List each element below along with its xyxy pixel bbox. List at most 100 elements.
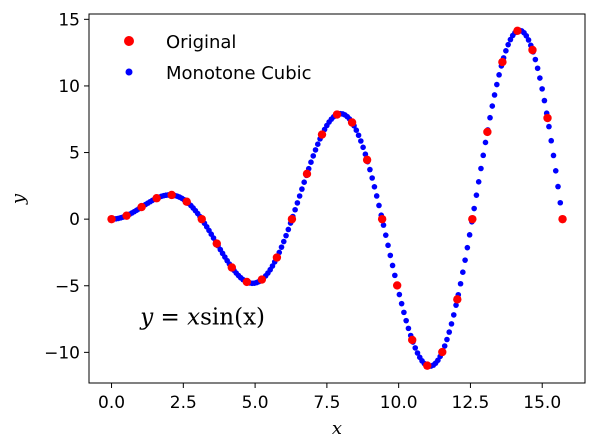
monotone-cubic-point (269, 263, 276, 269)
x-tick-label: 10.0 (380, 393, 418, 413)
monotone-cubic-point (475, 178, 482, 185)
x-tick-label: 15.0 (523, 393, 561, 413)
monotone-cubic-point (310, 153, 317, 159)
monotone-cubic-point (480, 152, 487, 159)
monotone-cubic-point (494, 81, 500, 88)
monotone-cubic-point (462, 257, 468, 263)
monotone-cubic-point (537, 75, 543, 81)
legend-marker-monotone (125, 68, 133, 76)
monotone-cubic-point (503, 48, 509, 54)
monotone-cubic-point (489, 103, 496, 109)
monotone-cubic-point (362, 151, 369, 158)
monotone-cubic-point (541, 97, 548, 104)
x-tick-label: 0.0 (98, 393, 125, 413)
original-point (392, 281, 402, 290)
series-original (107, 26, 567, 370)
monotone-cubic-point (444, 336, 450, 343)
y-tick-label: −5 (55, 277, 80, 297)
monotone-cubic-point (446, 329, 453, 335)
monotone-cubic-point (367, 166, 373, 173)
monotone-cubic-point (450, 312, 457, 318)
monotone-cubic-point (285, 226, 292, 233)
monotone-cubic-point (534, 65, 541, 72)
monotone-cubic-point (491, 92, 498, 98)
monotone-cubic-point (460, 269, 466, 275)
monotone-cubic-point (312, 147, 319, 153)
monotone-cubic-point (308, 159, 314, 165)
monotone-cubic-point (505, 41, 511, 48)
monotone-cubic-point (299, 186, 305, 192)
monotone-cubic-point (292, 206, 298, 213)
monotone-cubic-point (296, 193, 303, 199)
original-point (287, 214, 297, 224)
monotone-cubic-point (448, 321, 455, 327)
monotone-cubic-point (546, 123, 552, 130)
original-point (468, 214, 477, 224)
monotone-cubic-point (403, 317, 409, 324)
original-point (423, 361, 432, 370)
monotone-cubic-point (353, 127, 360, 134)
original-point (152, 194, 161, 203)
monotone-cubic-point (371, 184, 378, 190)
monotone-cubic-point (401, 309, 407, 316)
monotone-cubic-point (482, 139, 489, 146)
original-point (332, 110, 342, 119)
monotone-cubic-point (355, 132, 362, 139)
original-point (197, 214, 206, 224)
monotone-cubic-point (473, 192, 480, 198)
y-tick-label: −10 (44, 343, 80, 363)
monotone-cubic-point (301, 179, 307, 185)
monotone-cubic-point (396, 291, 403, 298)
original-point (558, 214, 567, 224)
monotone-cubic-point (358, 138, 364, 144)
legend-label-original: Original (166, 32, 236, 53)
monotone-cubic-point (487, 114, 493, 121)
monotone-cubic-point (548, 137, 555, 144)
original-point (317, 130, 327, 139)
monotone-cubic-point (414, 350, 421, 356)
original-point (347, 118, 357, 127)
monotone-cubic-point (550, 152, 557, 159)
original-point (227, 263, 237, 272)
original-point (513, 26, 522, 36)
x-tick-label: 7.5 (313, 393, 340, 413)
original-point (242, 277, 252, 287)
original-point (362, 155, 372, 165)
original-point (438, 347, 447, 357)
monotone-cubic-point (389, 262, 396, 269)
monotone-cubic-point (380, 222, 387, 228)
monotone-cubic-point (392, 272, 398, 279)
monotone-cubic-point (552, 168, 559, 174)
monotone-cubic-point (557, 199, 564, 206)
original-point (167, 190, 176, 200)
monotone-cubic-point (398, 300, 405, 307)
original-point (498, 57, 507, 67)
monotone-cubic-point (453, 302, 459, 308)
original-point (408, 335, 417, 345)
x-tick-label: 12.5 (452, 393, 490, 413)
original-point (302, 169, 312, 179)
monotone-cubic-point (466, 232, 473, 238)
y-axis: −10 −5 0 5 10 15 (44, 10, 89, 363)
x-tick-label: 5.0 (242, 393, 269, 413)
monotone-cubic-point (283, 232, 289, 239)
monotone-cubic-point (280, 238, 287, 245)
monotone-cubic-point (478, 165, 484, 172)
x-tick-label: 2.5 (170, 393, 197, 413)
legend-label-monotone: Monotone Cubic (166, 63, 312, 84)
original-point (272, 253, 282, 262)
monotone-cubic-point (471, 205, 477, 212)
y-tick-label: 10 (58, 77, 80, 97)
monotone-cubic-point (532, 56, 539, 63)
x-axis: 0.0 2.5 5.0 7.5 10.0 12.5 15.0 (98, 383, 561, 413)
original-point (377, 214, 387, 224)
monotone-cubic-point (373, 193, 380, 199)
monotone-cubic-point (314, 141, 321, 148)
monotone-cubic-point (525, 37, 532, 43)
y-tick-label: 15 (58, 10, 80, 30)
original-point (257, 275, 267, 284)
original-point (122, 211, 131, 220)
monotone-cubic-point (382, 232, 389, 238)
original-point (543, 113, 552, 123)
